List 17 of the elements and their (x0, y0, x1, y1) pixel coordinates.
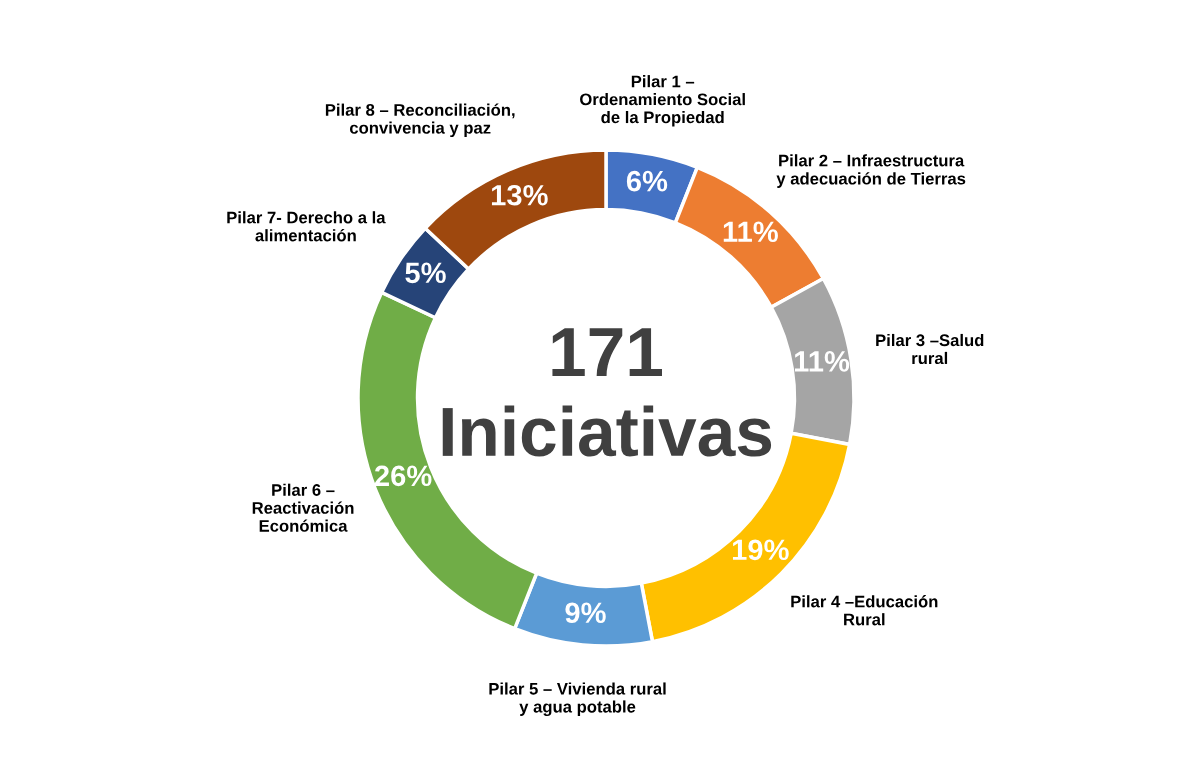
data-label: 26% (374, 465, 432, 487)
slice-label: Pilar 1 – Ordenamiento Social de la Propiedad (580, 75, 745, 127)
data-label: 9% (565, 602, 606, 624)
slice-label: Pilar 6 – Reactivación Económica (252, 483, 354, 532)
data-label: 6% (626, 170, 668, 192)
slice-label: Pilar 8 – Reconciliación, convivencia y paz (325, 103, 515, 138)
text: 171 Iniciativas (442, 328, 772, 457)
data-label: 11% (795, 351, 850, 372)
slice-label: Pilar 2 – Infraestructura y adecuación de Tierras (776, 154, 966, 188)
data-label: 11% (723, 221, 778, 243)
slice-label: Pilar 3 –Salud rural (876, 333, 984, 365)
data-label: 13% (491, 184, 548, 206)
slice-label: Pilar 5 – Vivienda rural y agua potable (489, 682, 666, 716)
data-label: 5% (405, 262, 446, 284)
slice-label: Pilar 4 –Educación Rural (791, 595, 938, 626)
slice-label: Pilar 7- Derecho a la alimentación (227, 211, 386, 242)
data-label: 19% (732, 539, 789, 561)
